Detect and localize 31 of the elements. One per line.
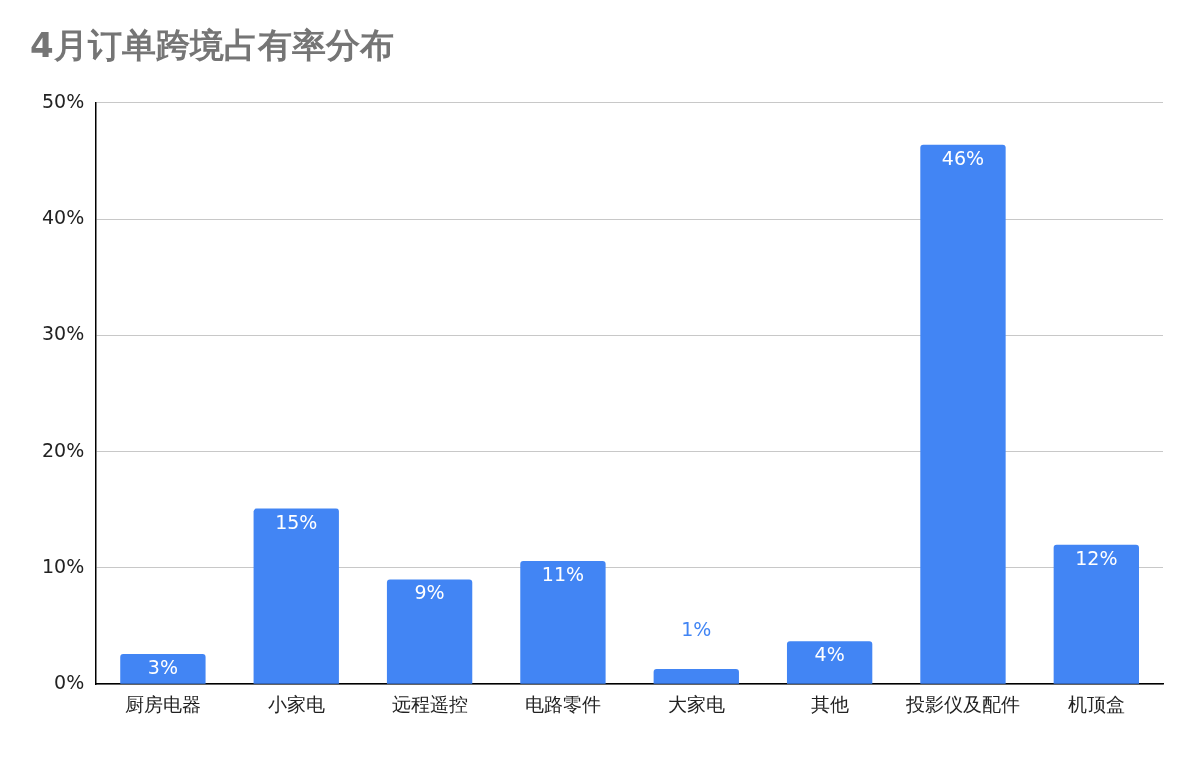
y-tick-label: 30%	[42, 322, 85, 345]
y-tick-label: 20%	[42, 438, 85, 461]
x-tick-label: 小家电	[267, 692, 325, 715]
bar	[920, 144, 1006, 684]
x-tick-label: 其他	[810, 692, 849, 715]
x-tick-label: 投影仪及配件	[904, 692, 1020, 715]
data-label: 12%	[1075, 546, 1118, 569]
data-label: 46%	[941, 146, 985, 169]
chart-title: 4月订单跨境占有率分布	[30, 25, 394, 66]
bar	[386, 579, 473, 684]
y-tick-label: 10%	[42, 554, 85, 577]
bar	[253, 508, 339, 684]
data-label: 11%	[541, 562, 585, 585]
y-tick-label: 50%	[42, 89, 85, 112]
x-tick-label: 电路零件	[524, 692, 601, 715]
bar	[1053, 544, 1139, 684]
bar	[520, 560, 606, 684]
bar	[120, 653, 206, 684]
data-label: 15%	[275, 510, 318, 533]
x-tick-label: 大家电	[667, 692, 725, 715]
x-tick-label: 机顶盒	[1067, 692, 1125, 715]
x-tick-label: 厨房电器	[124, 692, 201, 715]
y-tick-label: 40%	[42, 206, 85, 229]
data-label: 4%	[814, 643, 845, 666]
x-tick-label: 远程遥控	[391, 692, 468, 715]
bar	[786, 641, 873, 684]
y-tick-label: 0%	[54, 671, 85, 694]
data-label: 9%	[414, 581, 445, 604]
bar	[653, 669, 739, 684]
data-label: 1%	[681, 618, 712, 641]
data-label: 3%	[147, 655, 178, 678]
